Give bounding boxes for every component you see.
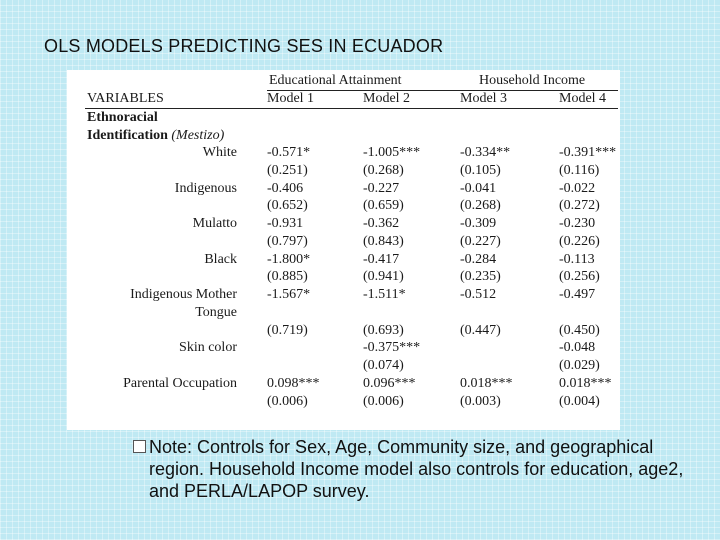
table-cell-model-1: -0.571* <box>267 145 311 160</box>
table-cell-model-2: (0.941) <box>363 269 404 285</box>
square-bullet-icon <box>133 440 146 453</box>
table-cell-model-1: (0.719) <box>267 322 308 338</box>
table-cell-model-4: (0.004) <box>559 393 600 409</box>
table-cell-model-3: -0.512 <box>460 287 497 302</box>
table-cell-model-2: -0.417 <box>363 251 400 267</box>
table-cell-model-1: (0.797) <box>267 233 308 249</box>
row-label: Parental Occupation <box>123 375 237 391</box>
table-cell-model-4: -0.048 <box>559 340 596 356</box>
table-cell-model-2: 0.096*** <box>363 375 416 391</box>
row-label: Indigenous Mother <box>130 287 237 302</box>
note: Note: Controls for Sex, Age, Community s… <box>133 436 693 502</box>
column-header-model-3: Model 3 <box>460 91 508 106</box>
table-cell-model-2: -1.005*** <box>363 145 421 160</box>
table-cell-model-4: -0.022 <box>559 180 596 196</box>
row-label: Indigenous <box>174 180 237 196</box>
table-cell-model-3: -0.334** <box>460 145 511 160</box>
table-cell-model-3: (0.003) <box>460 393 501 409</box>
row-label: Skin color <box>179 340 237 356</box>
table-cell-model-2: (0.659) <box>363 198 404 214</box>
table-cell-model-3: (0.105) <box>460 162 501 178</box>
table-cell-model-1: -1.800* <box>267 251 311 267</box>
table-cell-model-3: -0.284 <box>460 251 497 267</box>
table-cell-model-2: (0.693) <box>363 322 404 338</box>
table-cell-model-4: (0.272) <box>559 198 600 214</box>
table-cell-model-2: -0.227 <box>363 180 400 196</box>
table-cell-model-2: (0.006) <box>363 393 404 409</box>
note-text: Note: Controls for Sex, Age, Community s… <box>149 437 684 501</box>
column-header-model-4: Model 4 <box>559 91 607 106</box>
table-cell-model-1: (0.652) <box>267 198 308 214</box>
table-cell-model-4: -0.230 <box>559 216 596 231</box>
table-cell-model-1: (0.251) <box>267 162 308 178</box>
table-cell-model-3: -0.309 <box>460 216 497 231</box>
table-cell-model-1: 0.098*** <box>267 375 320 391</box>
table-cell-model-1: (0.885) <box>267 269 308 285</box>
table-cell-model-2: (0.268) <box>363 162 404 178</box>
table-cell-model-2: -0.375*** <box>363 340 421 356</box>
group-header-educational-attainment: Educational Attainment <box>269 73 402 88</box>
table-cell-model-2: (0.074) <box>363 358 404 373</box>
regression-table: Educational Attainment Household Income … <box>67 70 620 430</box>
table-cell-model-4: -0.497 <box>559 287 596 302</box>
row-label: Black <box>204 251 237 267</box>
table-cell-model-2: (0.843) <box>363 233 404 249</box>
slide-title: OLS MODELS PREDICTING SES IN ECUADOR <box>44 36 444 56</box>
row-label: Tongue <box>195 304 237 320</box>
column-header-variables: VARIABLES <box>87 91 164 106</box>
table-cell-model-1: -0.406 <box>267 180 304 196</box>
table-cell-model-1: (0.006) <box>267 393 308 409</box>
group-header-household-income: Household Income <box>479 73 586 88</box>
table-cell-model-2: -0.362 <box>363 216 400 231</box>
header-rule <box>85 108 618 109</box>
table-cell-model-4: (0.226) <box>559 233 600 249</box>
section-label-identification-text: Identification <box>87 128 168 143</box>
table-cell-model-3: (0.235) <box>460 269 501 285</box>
group-rule <box>267 90 618 91</box>
section-reference: (Mestizo) <box>171 128 225 143</box>
table-cell-model-2: -1.511* <box>363 287 406 302</box>
column-header-model-2: Model 2 <box>363 91 411 106</box>
row-label: White <box>202 145 237 160</box>
table-cell-model-1: -0.931 <box>267 216 304 231</box>
section-label-identification: Identification (Mestizo) <box>87 128 224 144</box>
table-cell-model-4: (0.256) <box>559 269 600 285</box>
table-cell-model-4: (0.029) <box>559 358 600 373</box>
column-header-model-1: Model 1 <box>267 91 315 106</box>
table-cell-model-3: (0.227) <box>460 233 501 249</box>
section-label-ethnoracial: Ethnoracial <box>87 110 158 125</box>
table-cell-model-1: -1.567* <box>267 287 311 302</box>
table-cell-model-4: (0.450) <box>559 322 600 338</box>
table-cell-model-4: -0.113 <box>559 251 595 267</box>
table-cell-model-3: 0.018*** <box>460 375 513 391</box>
table-cell-model-3: -0.041 <box>460 180 497 196</box>
table-cell-model-3: (0.268) <box>460 198 501 214</box>
table-cell-model-4: -0.391*** <box>559 145 617 160</box>
row-label: Mulatto <box>192 216 237 231</box>
table-cell-model-3: (0.447) <box>460 322 501 338</box>
table-cell-model-4: 0.018*** <box>559 375 612 391</box>
table-cell-model-4: (0.116) <box>559 162 600 178</box>
